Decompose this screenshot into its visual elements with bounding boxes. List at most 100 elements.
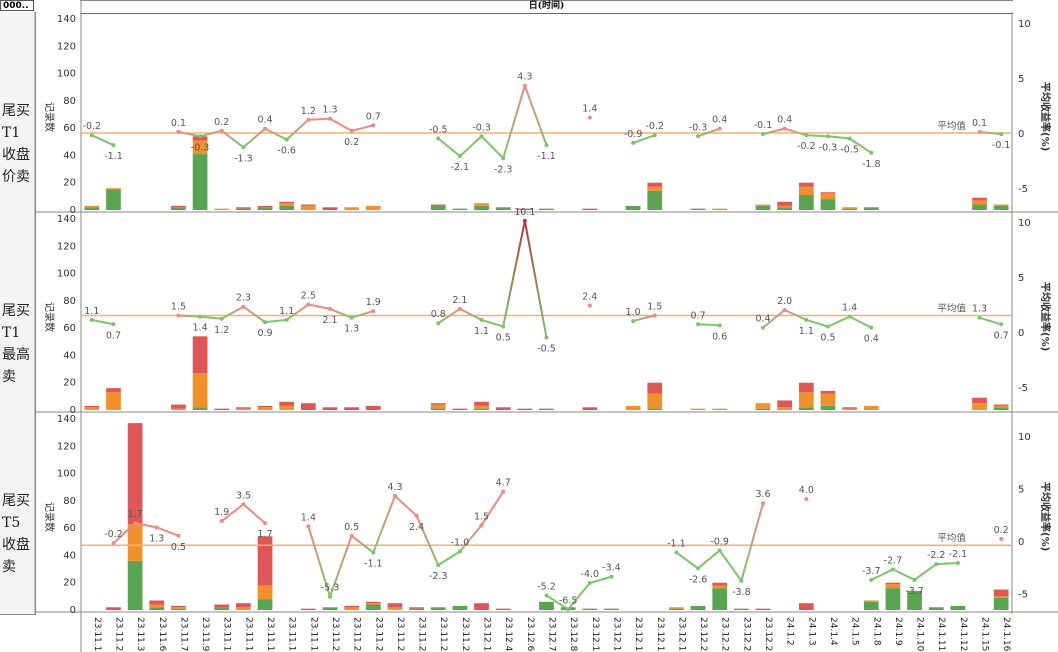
- bar-orange: [820, 193, 836, 200]
- return-point: [133, 521, 138, 526]
- bar-orange: [430, 404, 446, 409]
- return-data-label: -2.7: [884, 555, 903, 566]
- bar-orange: [279, 203, 295, 206]
- bar-red: [365, 405, 381, 410]
- return-point: [219, 128, 224, 133]
- bar-orange: [257, 407, 273, 410]
- x-tick-label: 23.12.8: [568, 617, 578, 652]
- x-tick-label: 24.1.11: [936, 617, 946, 651]
- bar-green: [863, 601, 879, 610]
- return-data-label: 0.1: [171, 118, 186, 129]
- column-header-date[interactable]: 日(时间): [80, 0, 1013, 14]
- bar-red: [972, 397, 987, 404]
- row-title-t1-high: 尾买T1最高卖: [2, 303, 30, 385]
- bar-red: [84, 405, 100, 408]
- return-data-label: -0.9: [624, 129, 643, 140]
- return-line-segment: [178, 314, 201, 318]
- return-data-label: -2.3: [429, 571, 448, 582]
- return-line-segment: [523, 85, 548, 146]
- return-data-label: -6.5: [559, 595, 578, 606]
- bar-orange: [171, 607, 186, 609]
- return-point: [371, 123, 376, 128]
- bar-green: [755, 408, 771, 410]
- x-tick-label: 23.12.27: [763, 617, 773, 652]
- return-point: [349, 315, 354, 320]
- return-line-segment: [242, 305, 266, 323]
- bar-green: [798, 194, 814, 210]
- bar-red: [798, 603, 814, 610]
- return-data-label: 0.4: [755, 314, 770, 325]
- right-tick-label: 0: [1018, 328, 1024, 339]
- right-axis-title: 平均收益率(%): [1039, 282, 1052, 351]
- bar-green: [885, 588, 901, 610]
- return-data-label: 0.2: [344, 137, 359, 148]
- bar-green: [669, 608, 684, 610]
- bar-orange: [474, 405, 489, 409]
- return-point: [955, 561, 960, 566]
- bar-orange: [777, 205, 793, 208]
- bar-red: [885, 582, 901, 585]
- x-tick-label: 24.1.4: [828, 617, 838, 646]
- return-line-segment: [480, 135, 504, 160]
- x-tick-label: 23.12.15: [655, 617, 665, 652]
- bar-red: [236, 407, 251, 409]
- bar-orange: [279, 405, 295, 410]
- right-tick-label: 10: [1018, 218, 1031, 229]
- return-data-label: 1.1: [84, 306, 99, 317]
- return-line-segment: [199, 315, 222, 320]
- bar-green: [798, 407, 814, 410]
- return-point: [89, 133, 94, 138]
- bar-green: [452, 208, 468, 210]
- return-data-label: 0.7: [691, 310, 706, 321]
- return-data-label: -0.3: [819, 142, 838, 153]
- return-point: [782, 308, 787, 312]
- return-line-segment: [112, 522, 136, 544]
- return-data-label: -0.2: [797, 141, 816, 152]
- return-data-label: 0.5: [171, 542, 186, 553]
- bar-orange: [755, 204, 771, 206]
- return-line-segment: [372, 495, 396, 553]
- return-data-label: -5.3: [321, 583, 340, 594]
- bar-red: [777, 400, 793, 408]
- return-point: [219, 519, 224, 524]
- return-line-segment: [806, 134, 829, 138]
- return-line-segment: [437, 137, 461, 157]
- bar-orange: [84, 205, 100, 208]
- return-point: [479, 134, 484, 139]
- x-tick-label: 24.1.2: [785, 617, 795, 646]
- return-point: [912, 577, 917, 582]
- return-data-label: 0.7: [994, 330, 1009, 341]
- left-axis-title: 记录数: [43, 302, 56, 332]
- bar-green: [171, 207, 186, 210]
- return-point: [284, 137, 289, 142]
- bar-green: [236, 208, 251, 210]
- corner-label: 000..: [0, 0, 34, 11]
- bar-orange: [777, 407, 793, 410]
- return-data-label: 1.3: [344, 324, 359, 335]
- bar-green: [149, 607, 165, 610]
- left-tick-label: 20: [63, 378, 76, 389]
- return-line-segment: [91, 318, 114, 326]
- return-data-label: 0.4: [257, 115, 272, 126]
- bar-red: [127, 423, 143, 525]
- bar-green: [430, 205, 446, 210]
- bar-red: [582, 208, 598, 210]
- return-data-label: 1.3: [972, 304, 987, 315]
- bar-green: [733, 608, 749, 610]
- bar-red: [993, 589, 1009, 597]
- bar-orange: [972, 403, 987, 410]
- bar-orange: [993, 204, 1009, 206]
- return-point: [847, 136, 852, 141]
- bar-orange: [365, 205, 381, 210]
- x-tick-label: 23.12.13: [611, 617, 621, 652]
- bar-green: [539, 601, 554, 610]
- bar-green: [474, 205, 489, 210]
- bar-orange: [625, 405, 641, 410]
- right-tick-label: 0: [1018, 537, 1024, 548]
- bar-red: [820, 390, 836, 394]
- return-point: [696, 322, 701, 327]
- return-point: [652, 313, 657, 318]
- return-data-label: -0.3: [191, 142, 210, 153]
- return-line-segment: [936, 562, 958, 566]
